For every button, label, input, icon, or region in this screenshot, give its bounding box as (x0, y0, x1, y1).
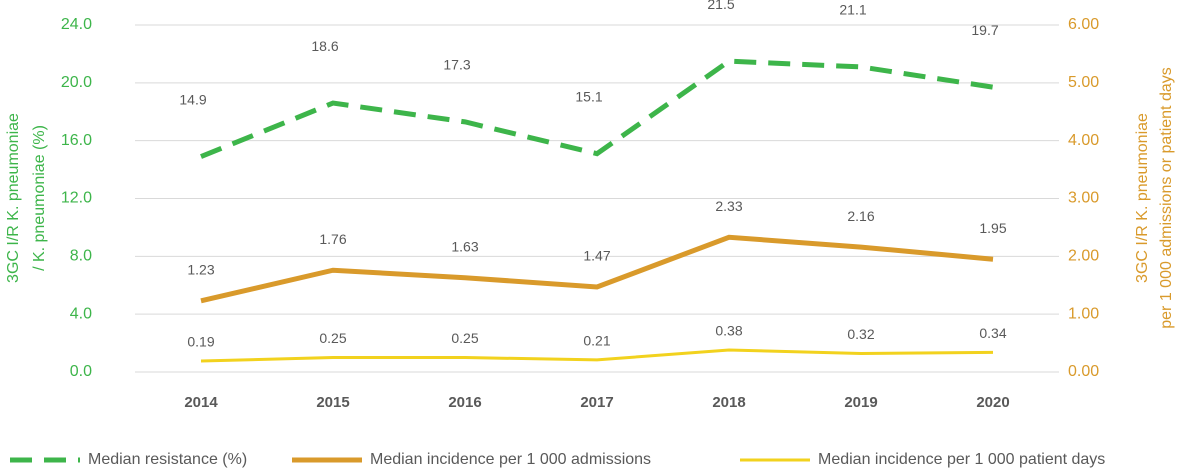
data-label: 0.34 (979, 325, 1006, 341)
data-label: 1.95 (979, 220, 1006, 236)
data-label: 19.7 (971, 22, 998, 38)
x-tick-label: 2020 (976, 394, 1009, 411)
y2-tick-label: 1.00 (1068, 305, 1099, 322)
data-label: 0.21 (583, 333, 610, 349)
y-tick-label: 4.0 (70, 305, 92, 322)
data-label: 14.9 (179, 91, 206, 107)
data-label: 21.5 (707, 0, 734, 12)
x-tick-label: 2016 (448, 394, 481, 411)
legend-label: Median incidence per 1 000 patient days (818, 451, 1105, 468)
y2-tick-label: 2.00 (1068, 248, 1099, 265)
data-label: 1.76 (319, 231, 346, 247)
y2-label-line: per 1 000 admissions or patient days (1158, 67, 1175, 328)
data-label: 0.32 (847, 326, 874, 342)
x-tick-label: 2019 (844, 394, 877, 411)
data-label: 2.33 (715, 198, 742, 214)
data-label: 0.19 (187, 334, 214, 350)
y2-tick-label: 4.00 (1068, 132, 1099, 149)
data-label: 1.23 (187, 262, 214, 278)
legend-label: Median incidence per 1 000 admissions (370, 451, 651, 468)
y-tick-label: 0.0 (70, 363, 92, 380)
y2-tick-label: 3.00 (1068, 190, 1099, 207)
data-label: 2.16 (847, 208, 874, 224)
y2-tick-label: 6.00 (1068, 16, 1099, 33)
data-label: 17.3 (443, 57, 470, 73)
legend-label: Median resistance (%) (88, 451, 247, 468)
y2-tick-label: 5.00 (1068, 74, 1099, 91)
x-tick-label: 2014 (184, 394, 218, 411)
y2-label-line: 3GC I/R K. pneumoniae (1134, 113, 1151, 283)
y-label-line: / K. pneumoniae (%) (31, 125, 48, 271)
data-label: 1.63 (451, 238, 478, 254)
series-line (200, 58, 994, 159)
y-tick-label: 16.0 (61, 132, 92, 149)
x-tick-label: 2018 (712, 394, 745, 411)
data-label: 0.25 (319, 330, 346, 346)
y-label-line: 3GC I/R K. pneumoniae (5, 113, 22, 283)
data-label: 21.1 (839, 2, 866, 18)
data-label: 0.38 (715, 323, 742, 339)
x-tick-label: 2015 (316, 394, 349, 411)
data-label: 15.1 (575, 88, 602, 104)
y-tick-label: 24.0 (61, 16, 92, 33)
y-tick-label: 8.0 (70, 248, 92, 265)
series-line (200, 234, 994, 304)
x-tick-label: 2017 (580, 394, 613, 411)
data-label: 0.25 (451, 330, 478, 346)
y2-axis-title: 3GC I/R K. pneumoniae per 1 000 admissio… (1134, 67, 1175, 328)
data-label: 1.47 (583, 248, 610, 264)
y-axis-title: 3GC I/R K. pneumoniae / K. pneumoniae (%… (5, 113, 48, 283)
y-tick-label: 12.0 (61, 190, 92, 207)
y2-tick-label: 0.00 (1068, 363, 1099, 380)
series-line (200, 348, 994, 363)
data-label: 18.6 (311, 38, 338, 54)
y-tick-label: 20.0 (61, 74, 92, 91)
